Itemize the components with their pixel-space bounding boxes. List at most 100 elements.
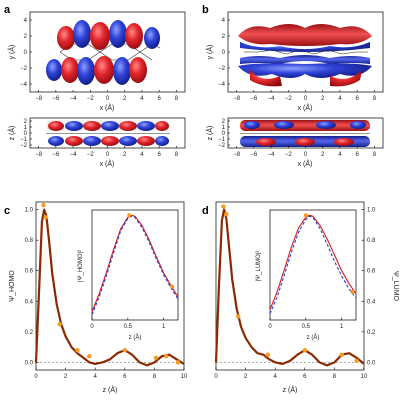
panel-c-xtick-label: 0 [34,374,38,380]
panel-a-top-ytick-label: −4 [20,82,28,88]
panel-c-ytick-label: 0.2 [25,330,34,336]
panel-a-bottom-ytick-label: 0 [24,131,28,137]
panel-d-xtick-label: 10 [361,374,368,380]
panel-b-bottom-ytick-label: 1 [222,125,226,131]
panel-b-top-ytick-label: −4 [218,82,226,88]
panel-a-top-xtick-label: 0 [106,96,110,102]
panel-b-bottom-ytick-label: 2 [222,119,226,125]
panel-c-inset-series-line-2 [91,215,179,315]
panel-d-xlabel: z (Å) [283,385,298,394]
panel-d-data-point [302,347,307,353]
panel-c-data-point [75,347,80,353]
panel-a-bottom-ytick-label: −2 [20,143,28,149]
panel-b-bottom-xtick-label: −6 [250,152,258,158]
panel-c-ylabel: Ψ_HOMO [9,270,16,302]
panel-d-ytick-label: 0.4 [367,299,376,305]
panel-b-bottom-xtick-label: −8 [233,152,241,158]
panel-b-bottom-ytick-label: −2 [218,143,226,149]
panel-c-inset-xtick-label: 0.5 [124,324,133,330]
panel-a-top-ytick-label: 2 [24,34,28,40]
panel-d-ytick-label: 0.2 [367,330,376,336]
panel-b-bottom-xtick-label: 0 [304,152,308,158]
panel-a-top-xtick-label: 8 [175,96,179,102]
panel-b-top-xtick-label: −2 [285,96,293,102]
panel-c-xtick-label: 10 [181,374,188,380]
panel-label-b: b [202,4,209,16]
panel-c-ytick-label: 0.8 [25,238,34,244]
panel-d-plot: 0 2 4 6 8 100.00.20.40.60.81.0 Ψ_LUMO z (Å) 0… [214,201,399,394]
panel-c-xtick-label: 4 [94,374,98,380]
panel-c-series-line-1 [34,208,185,367]
panel-a-bottom-xtick-label: 2 [123,152,127,158]
panel-a-bottom-ytick-label: 1 [24,125,28,131]
panel-c-xtick-label: 2 [64,374,68,380]
panel-c-data-point [122,347,128,353]
panel-c-inset-frame [91,209,179,321]
panel-a-top-ylabel: y (Å) [7,45,16,60]
panel-c-data-point [41,202,46,208]
homo-lobes-xz [46,120,170,146]
panel-d-series-line-1 [214,208,365,367]
panel-b-bottom-ylabel: z (Å) [205,126,214,141]
panel-d-data-point [224,212,229,217]
panel-c-ytick-label: 0.4 [25,299,34,305]
panel-c-inset-data-point [170,284,175,289]
panel-c-data-point [87,354,92,359]
panel-b-bottom-ytick-label: −1 [218,137,226,143]
panel-d-inset-data-point [303,213,308,218]
panel-a-top-ytick-label: 4 [24,18,28,24]
panel-d-data-point [339,352,344,357]
panel-c-ytick-label: 1.0 [25,208,34,214]
panel-label-d: d [202,205,209,217]
panel-d-inset-xtick-label: 0.5 [302,324,311,330]
panel-d-inset-series-line-2 [269,215,357,314]
panel-b-top-ylabel: y (Å) [205,45,214,60]
molecule-skeleton [59,43,161,61]
panel-c-inset-ylabel: |Ψ_HOMO|² [78,250,84,282]
panel-a-bottom-xtick-label: 6 [157,152,161,158]
panel-c-data-point [57,321,62,327]
panel-d-xtick-label: 0 [214,374,218,380]
panel-b-top-xtick-label: −6 [250,96,258,102]
panel-a-top-ytick-label: 0 [24,50,28,56]
panel-a-bottom-xtick-label: 8 [175,152,179,158]
panel-c-inset-series-line-1 [91,214,179,312]
panel-d-ytick-label: 0.6 [367,269,376,275]
panel-a-bottom-xtick-label: −2 [87,152,95,158]
panel-c-xlabel: z (Å) [103,385,118,394]
panel-a-bottom-ytick-label: −1 [20,137,28,143]
panel-a-bottom-xtick-label: −8 [35,152,43,158]
panel-b-top-ytick-label: 4 [222,18,226,24]
panel-c-inset-data-point [127,213,132,218]
panel-b-top-xtick-label: 4 [338,96,342,102]
panel-a-bottom-xlabel: x (Å) [100,159,115,168]
panel-d-inset-xtick-label: 1 [340,324,344,330]
panel-a-top-xtick-label: −8 [35,96,43,102]
panel-label-a: a [4,4,11,16]
panel-d-data-point [354,358,359,364]
panel-d-xtick-label: 4 [274,374,278,380]
panel-d-inset-frame [269,209,357,321]
panel-a-bottom-ylabel: z (Å) [7,126,16,141]
panel-b-top: y (Å) x (Å) −8 −6 −4 −2 0 2 4 6 8 4 2 0 −2 −4 [205,11,384,112]
panel-c-data-point [164,354,169,359]
panel-c-plot: 0 2 4 6 8 100.00.20.40.60.81.0 Ψ_HOMO z (Å) 0… [9,201,188,394]
panel-b-bottom-xtick-label: 8 [373,152,377,158]
panel-b-bottom-xlabel: x (Å) [298,159,313,168]
panel-d-xtick-label: 2 [244,374,248,380]
panel-a-top-xtick-label: −6 [52,96,60,102]
panel-d-inset-xtick-label: 0 [268,324,272,330]
panel-b-bottom-ytick-label: 0 [222,131,226,137]
panel-a-top-xtick-label: 4 [140,96,144,102]
panel-d-data-point [221,204,226,209]
panel-c-inset-xtick-label: 0 [90,324,94,330]
panel-b-bottom-xtick-label: 6 [355,152,359,158]
panel-a-bottom-xtick-label: −4 [70,152,78,158]
panel-a-top-xtick-label: 2 [123,96,127,102]
panel-d-ylabel: Ψ_LUMO [392,271,399,302]
panel-b-top-ytick-label: 2 [222,34,226,40]
lumo-lobes-xz [240,120,370,147]
panel-c-data-point [43,215,48,220]
